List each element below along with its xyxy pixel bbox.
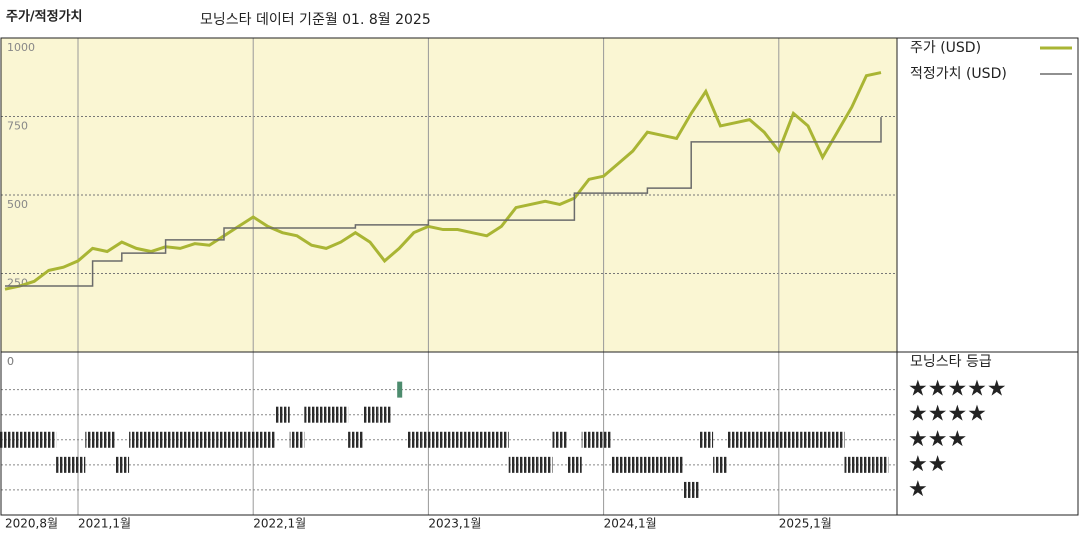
rating-bar [85, 431, 100, 448]
rating-label: ★★★★★ [908, 377, 1007, 402]
rating-bar [129, 431, 144, 448]
rating-bar [435, 431, 451, 448]
series-line [5, 117, 882, 287]
rating-bar [158, 431, 173, 448]
rating-bar [567, 456, 582, 473]
rating-bar [260, 431, 276, 448]
rating-bar [377, 406, 392, 423]
rating-bar [202, 431, 217, 448]
rating-bar [333, 406, 349, 423]
rating-bar [362, 406, 378, 423]
chart-title: 주가/적정가치 [6, 9, 83, 25]
rating-bar [800, 431, 816, 448]
rating-bar [786, 431, 801, 448]
rating-bar [727, 431, 743, 448]
rating-label: ★★★ [908, 427, 967, 452]
rating-bar [479, 431, 495, 448]
series-line [4, 71, 882, 291]
rating-bar [829, 431, 845, 448]
rating-bar [41, 431, 57, 448]
y-tick-label: 500 [7, 198, 28, 211]
rating-bar [99, 431, 115, 448]
rating-bar [114, 456, 130, 473]
rating-bar [397, 381, 403, 398]
x-tick-label: 2024,1월 [604, 517, 657, 531]
rating-bar [844, 456, 860, 473]
rating-bar [625, 456, 641, 473]
rating-bar [450, 431, 465, 448]
rating-bar [12, 431, 27, 448]
rating-bar [187, 431, 203, 448]
rating-bar [245, 431, 261, 448]
rating-bar [596, 431, 611, 448]
rating-label: ★ [908, 477, 928, 502]
rating-bar [304, 406, 319, 423]
chart-subtitle: 모닝스타 데이터 기준월 01. 8월 2025 [200, 12, 431, 28]
rating-bar [26, 431, 42, 448]
rating-bar [508, 456, 524, 473]
x-tick-label: 2025,1월 [779, 517, 832, 531]
rating-label: ★★★★ [908, 402, 987, 427]
rating-bar [537, 456, 553, 473]
frame [0, 37, 1079, 516]
x-tick-label: 2023,1월 [428, 517, 481, 531]
rating-bar [640, 456, 655, 473]
legend-title: 모닝스타 등급 [910, 354, 992, 370]
y-tick-label: 1000 [7, 41, 35, 54]
rating-bar [713, 456, 728, 473]
rating-bar [742, 431, 757, 448]
rating-bar [70, 456, 86, 473]
rating-bar [552, 431, 568, 448]
y-tick-label: 750 [7, 120, 28, 133]
y-tick-label: 0 [7, 355, 14, 368]
rating-bar [815, 431, 830, 448]
rating-bar [610, 456, 626, 473]
legend-label: 주가 (USD) [910, 40, 981, 56]
rating-bar [0, 431, 13, 448]
rating-bar [523, 456, 538, 473]
y-tick-label: 0 [7, 355, 14, 368]
rating-bar [581, 431, 597, 448]
rating-bar [289, 431, 305, 448]
rating-bar [406, 431, 422, 448]
rating-bar [669, 456, 684, 473]
x-tick-label: 2021,1월 [78, 517, 131, 531]
rating-bar [859, 456, 874, 473]
rating-bar [873, 456, 889, 473]
legend-label: 적정가치 (USD) [910, 66, 1007, 82]
rating-bar [683, 481, 699, 498]
rating-bar [172, 431, 188, 448]
rating-bar [771, 431, 787, 448]
rating-bar [654, 456, 670, 473]
x-tick-label: 2022,1월 [253, 517, 306, 531]
rating-bar [56, 456, 71, 473]
rating-bar [275, 406, 290, 423]
rating-label: ★★ [908, 452, 947, 477]
rating-bar [421, 431, 436, 448]
rating-bar [143, 431, 159, 448]
rating-bar [231, 431, 246, 448]
rating-bar [348, 431, 363, 448]
rating-bar [318, 406, 334, 423]
rating-bar [464, 431, 480, 448]
rating-bar [698, 431, 714, 448]
rating-bar [494, 431, 509, 448]
rating-bar [216, 431, 232, 448]
rating-bar [756, 431, 772, 448]
x-tick-label: 2020,8월 [5, 517, 58, 531]
